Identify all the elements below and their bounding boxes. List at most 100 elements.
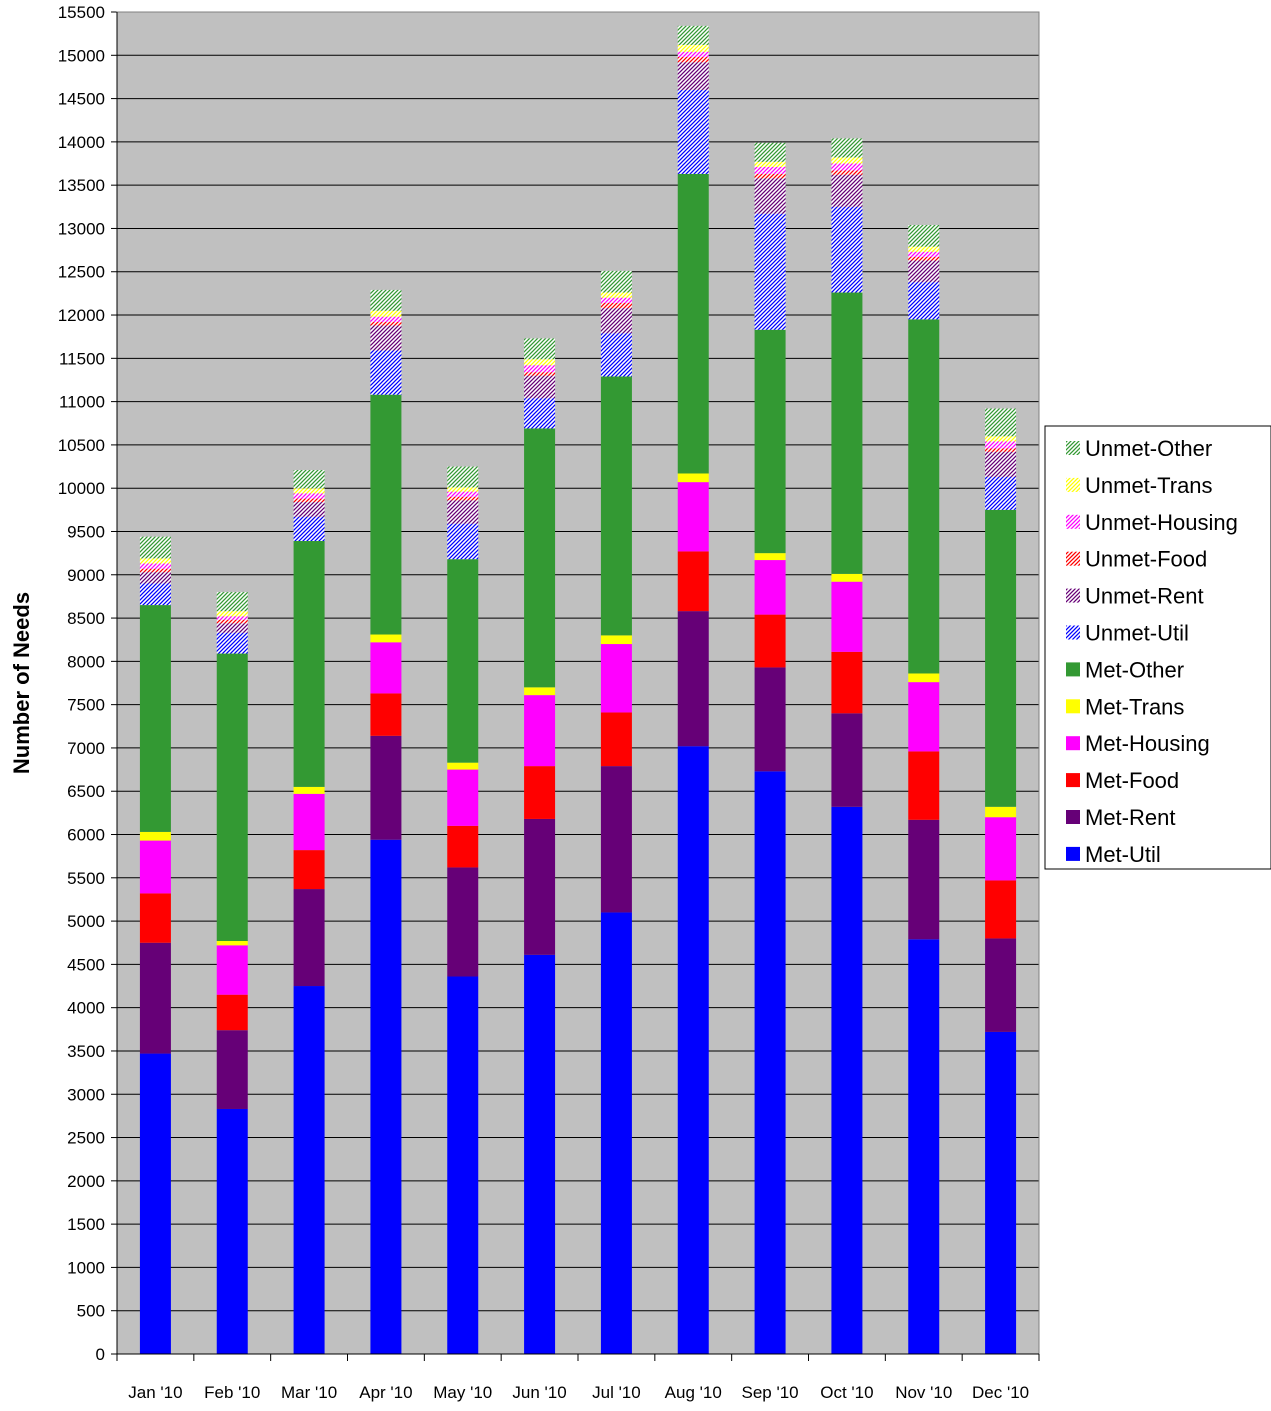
bar-segment-unmet-rent-dec-10	[985, 451, 1017, 477]
bar-segment-unmet-other-oct-10	[831, 138, 863, 158]
bar-segment-unmet-other-mar-10	[293, 470, 325, 489]
x-tick-label: Jul '10	[592, 1383, 641, 1402]
bar-segment-unmet-util-dec-10	[985, 476, 1017, 510]
bar-segment-unmet-food-jul-10	[600, 302, 632, 309]
y-tick-label: 2500	[67, 1129, 105, 1148]
bar-segment-unmet-other-jul-10	[600, 270, 632, 293]
bar-segment-met-housing-apr-10	[370, 642, 402, 694]
legend-swatch-unmet-housing	[1066, 514, 1080, 529]
bar-segment-unmet-other-jun-10	[524, 338, 556, 360]
bar-segment-unmet-housing-jul-10	[600, 297, 632, 303]
bar-segment-unmet-other-may-10	[447, 466, 479, 488]
y-tick-label: 13000	[58, 219, 105, 238]
legend: Unmet-Other Unmet-Trans Unmet-Housing Unmet…	[1044, 425, 1271, 870]
x-tick-label: Apr '10	[359, 1383, 412, 1402]
bar-segment-met-util-feb-10	[216, 1108, 248, 1354]
legend-label-unmet-rent: Unmet-Rent	[1085, 584, 1204, 609]
bar-segment-met-food-mar-10	[293, 850, 325, 890]
bar-segment-unmet-other-sep-10	[754, 142, 786, 162]
bar-segment-met-other-mar-10	[293, 541, 325, 787]
bar-segment-met-housing-jul-10	[600, 644, 632, 713]
bar-segment-unmet-trans-oct-10	[831, 157, 863, 164]
x-tick-label: May '10	[433, 1383, 492, 1402]
legend-swatch-met-util	[1066, 846, 1080, 861]
bar-segment-unmet-util-jan-10	[139, 583, 171, 606]
bar-segment-met-housing-dec-10	[985, 817, 1017, 881]
bar-segment-met-trans-dec-10	[985, 806, 1017, 818]
bar-segment-unmet-trans-mar-10	[293, 488, 325, 494]
x-tick-label: Nov '10	[895, 1383, 952, 1402]
legend-swatch-met-housing	[1066, 736, 1080, 751]
bar-segment-met-trans-jul-10	[600, 635, 632, 645]
bar-segment-unmet-housing-jan-10	[139, 563, 171, 569]
bar-segment-unmet-housing-apr-10	[370, 316, 402, 322]
y-tick-label: 11000	[59, 393, 105, 412]
bar-segment-met-rent-mar-10	[293, 889, 325, 987]
legend-swatch-unmet-util	[1066, 625, 1080, 640]
bar-segment-unmet-food-may-10	[447, 496, 479, 501]
legend-swatch-met-food	[1066, 773, 1080, 788]
bar-segment-unmet-util-oct-10	[831, 206, 863, 293]
y-tick-label: 15500	[58, 3, 105, 22]
bar-segment-unmet-rent-apr-10	[370, 325, 402, 351]
bar-segment-unmet-food-aug-10	[677, 57, 709, 63]
x-tick-label: Oct '10	[820, 1383, 873, 1402]
bar-segment-unmet-other-nov-10	[908, 224, 940, 247]
y-tick-label: 500	[77, 1302, 105, 1321]
legend-label-met-rent: Met-Rent	[1085, 805, 1175, 830]
legend-swatch-unmet-trans	[1066, 477, 1080, 492]
y-tick-label: 12000	[58, 306, 105, 325]
bar-segment-met-util-jul-10	[600, 912, 632, 1354]
y-tick-label: 4500	[67, 955, 105, 974]
bar-segment-met-other-jul-10	[600, 376, 632, 636]
legend-label-unmet-food: Unmet-Food	[1085, 547, 1207, 572]
y-tick-label: 8000	[67, 652, 105, 671]
bar-segment-met-other-dec-10	[985, 509, 1017, 807]
bar-segment-met-food-nov-10	[908, 751, 940, 820]
plot-area	[117, 12, 1039, 1354]
bar-segment-met-food-dec-10	[985, 880, 1017, 939]
bars	[139, 25, 1017, 1354]
legend-label-unmet-housing: Unmet-Housing	[1085, 510, 1238, 535]
y-tick-label: 14500	[58, 90, 105, 109]
bar-segment-met-rent-dec-10	[985, 938, 1017, 1032]
y-tick-label: 14000	[58, 133, 105, 152]
bar-segment-met-util-nov-10	[908, 939, 940, 1354]
bar-segment-unmet-housing-aug-10	[677, 51, 709, 58]
bar-segment-unmet-housing-may-10	[447, 491, 479, 497]
bar-segment-met-trans-apr-10	[370, 634, 402, 643]
bar-segment-met-trans-feb-10	[216, 941, 248, 946]
bar-segment-unmet-housing-mar-10	[293, 493, 325, 499]
y-tick-label: 15000	[58, 46, 105, 65]
bar-segment-unmet-other-apr-10	[370, 289, 402, 311]
bar-segment-met-other-oct-10	[831, 292, 863, 574]
bar-segment-met-housing-mar-10	[293, 793, 325, 851]
legend-swatch-unmet-other	[1066, 441, 1080, 455]
bar-segment-met-housing-jan-10	[139, 840, 171, 894]
y-tick-label: 5000	[67, 912, 105, 931]
bar-segment-unmet-housing-oct-10	[831, 163, 863, 171]
bar-segment-unmet-trans-nov-10	[908, 246, 940, 252]
bar-segment-met-trans-jun-10	[524, 687, 556, 696]
legend-swatch-met-rent	[1066, 810, 1080, 824]
bar-segment-unmet-food-dec-10	[985, 448, 1017, 452]
bar-segment-met-rent-jun-10	[524, 818, 556, 955]
bar-segment-unmet-rent-nov-10	[908, 260, 940, 283]
bar-segment-met-trans-nov-10	[908, 673, 940, 683]
bar-segment-met-rent-feb-10	[216, 1030, 248, 1109]
y-tick-label: 6000	[67, 826, 105, 845]
bar-segment-unmet-util-apr-10	[370, 350, 402, 395]
y-tick-label: 1500	[67, 1215, 105, 1234]
bar-segment-met-food-sep-10	[754, 614, 786, 668]
bar-segment-met-rent-oct-10	[831, 713, 863, 807]
legend-box	[1044, 425, 1271, 870]
bar-segment-unmet-housing-jun-10	[524, 365, 556, 373]
bar-segment-unmet-util-jun-10	[524, 398, 556, 429]
y-tick-label: 5500	[67, 869, 105, 888]
bar-segment-met-food-jan-10	[139, 893, 171, 943]
bar-segment-unmet-util-nov-10	[908, 282, 940, 320]
bar-segment-met-food-apr-10	[370, 693, 402, 736]
bar-segment-met-other-may-10	[447, 559, 479, 763]
bar-segment-met-housing-jun-10	[524, 695, 556, 767]
